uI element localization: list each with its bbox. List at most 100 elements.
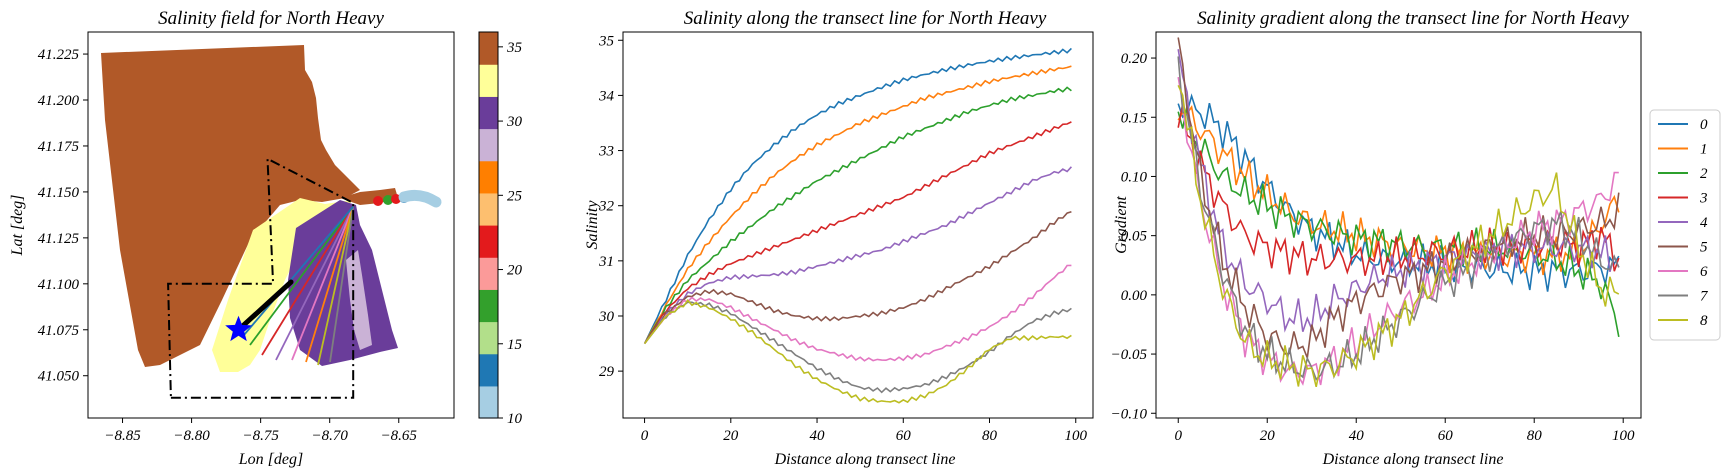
y-tick-label: 0.15 xyxy=(1121,110,1148,126)
series-line-4 xyxy=(1177,49,1620,333)
colorbar-tick-label: 30 xyxy=(506,114,523,130)
legend-label: 2 xyxy=(1700,166,1708,182)
x-tick-label: 80 xyxy=(982,428,998,444)
y-tick-label: 32 xyxy=(598,199,615,215)
y-tick-label: 41.175 xyxy=(38,139,80,155)
panel3-series xyxy=(1177,37,1620,387)
x-tick-label: 20 xyxy=(723,428,739,444)
river-dot xyxy=(391,194,401,204)
panel2-xlabel: Distance along transect line xyxy=(774,451,956,468)
colorbar-segment xyxy=(479,192,498,226)
y-tick-label: −0.05 xyxy=(1111,347,1148,363)
colorbar-segment xyxy=(479,321,498,355)
y-tick-label: 41.125 xyxy=(38,231,80,247)
fan-line xyxy=(275,206,354,361)
panel2-y-ticks: 29 30 31 32 33 34 35 xyxy=(598,33,623,380)
panel-salinity-field: Salinity field for North Heavy −8.85 −8.8… xyxy=(9,8,455,468)
panel3-frame xyxy=(1155,31,1642,419)
y-tick-label: 30 xyxy=(598,309,615,325)
x-tick-label: 60 xyxy=(1438,428,1454,444)
y-tick-label: 31 xyxy=(598,254,614,270)
colorbar-frame xyxy=(478,31,499,419)
legend-label: 5 xyxy=(1700,240,1708,256)
legend-label: 3 xyxy=(1699,191,1708,207)
x-tick-label: −8.65 xyxy=(381,428,418,444)
panel2-series xyxy=(643,47,1072,404)
legend-label: 7 xyxy=(1700,289,1709,305)
colorbar-segment xyxy=(479,64,498,97)
fan-line xyxy=(329,206,355,363)
transect-fan-lines xyxy=(243,206,355,366)
x-tick-label: 100 xyxy=(1065,428,1088,444)
panel2-frame xyxy=(622,31,1094,419)
fan-line xyxy=(291,206,355,361)
y-tick-label: 41.100 xyxy=(38,277,80,293)
river-dot xyxy=(383,195,393,205)
colorbar-tick-label: 20 xyxy=(507,263,523,279)
y-tick-label: 41.150 xyxy=(38,185,80,201)
series-line-4 xyxy=(643,166,1072,345)
legend-label: 4 xyxy=(1700,215,1708,231)
series-line-7 xyxy=(1177,56,1620,381)
river-channel xyxy=(373,189,442,208)
y-tick-label: 0.00 xyxy=(1121,288,1148,304)
series-line-8 xyxy=(1177,84,1620,387)
series-line-5 xyxy=(643,210,1072,345)
colorbar: 10 15 20 25 30 35 xyxy=(478,31,523,427)
y-tick-label: 41.075 xyxy=(38,323,80,339)
y-tick-label: 34 xyxy=(598,88,615,104)
field-purple-plume xyxy=(288,200,398,366)
colorbar-segment xyxy=(479,289,498,323)
colorbar-tick-label: 35 xyxy=(506,40,523,56)
y-tick-label: 41.225 xyxy=(38,47,80,63)
x-tick-label: −8.70 xyxy=(312,428,349,444)
legend-frame xyxy=(1649,109,1721,341)
panel1-x-ticks: −8.85 −8.80 −8.75 −8.70 −8.65 xyxy=(104,418,417,444)
y-tick-label: 35 xyxy=(598,33,615,49)
panel3-y-ticks: −0.10 −0.05 0.00 0.05 0.10 0.15 0.20 xyxy=(1111,51,1156,422)
legend-items: 0 1 2 3 4 5 6 7 8 xyxy=(1658,117,1709,329)
colorbar-segment xyxy=(479,385,498,419)
fan-line xyxy=(261,206,354,356)
river-dot xyxy=(373,196,383,206)
transect-line xyxy=(236,279,294,333)
x-tick-label: 60 xyxy=(896,428,912,444)
y-tick-label: 0.10 xyxy=(1121,169,1148,185)
legend-label: 0 xyxy=(1700,117,1708,133)
series-line-3 xyxy=(643,121,1072,345)
fan-line xyxy=(249,206,354,346)
star-marker xyxy=(225,315,252,342)
series-line-0 xyxy=(643,47,1072,344)
panel-gradient-transect: Salinity gradient along the transect lin… xyxy=(1111,8,1642,468)
colorbar-segment xyxy=(479,128,498,162)
panel3-title: Salinity gradient along the transect lin… xyxy=(1197,8,1629,29)
series-line-6 xyxy=(1177,76,1619,386)
fan-line xyxy=(305,206,355,363)
y-tick-label: 41.200 xyxy=(38,93,80,109)
series-line-1 xyxy=(1177,104,1620,276)
series-line-2 xyxy=(1177,105,1620,338)
colorbar-ticks: 10 15 20 25 30 35 xyxy=(498,40,523,427)
y-tick-label: 29 xyxy=(599,364,615,380)
colorbar-segment xyxy=(479,225,498,258)
river-upstream xyxy=(398,189,442,208)
x-tick-label: 40 xyxy=(1349,428,1365,444)
x-tick-label: −8.85 xyxy=(104,428,141,444)
y-tick-label: 0.05 xyxy=(1121,229,1148,245)
panel2-ylabel: Salinity xyxy=(584,200,601,250)
colorbar-segment xyxy=(479,32,498,65)
y-tick-label: 0.20 xyxy=(1121,51,1148,67)
field-ocean-brown xyxy=(101,45,360,367)
series-line-6 xyxy=(643,264,1072,362)
series-line-8 xyxy=(643,298,1072,404)
fan-line xyxy=(243,206,354,336)
x-tick-label: 40 xyxy=(810,428,826,444)
panel3-xlabel: Distance along transect line xyxy=(1322,451,1504,468)
y-tick-label: −0.10 xyxy=(1111,406,1148,422)
panel2-title: Salinity along the transect line for Nor… xyxy=(684,8,1047,29)
x-tick-label: −8.75 xyxy=(242,428,279,444)
colorbar-segment xyxy=(479,257,498,290)
series-line-0 xyxy=(1177,93,1620,292)
colorbar-segments xyxy=(479,32,498,419)
panel1-frame xyxy=(87,31,455,419)
